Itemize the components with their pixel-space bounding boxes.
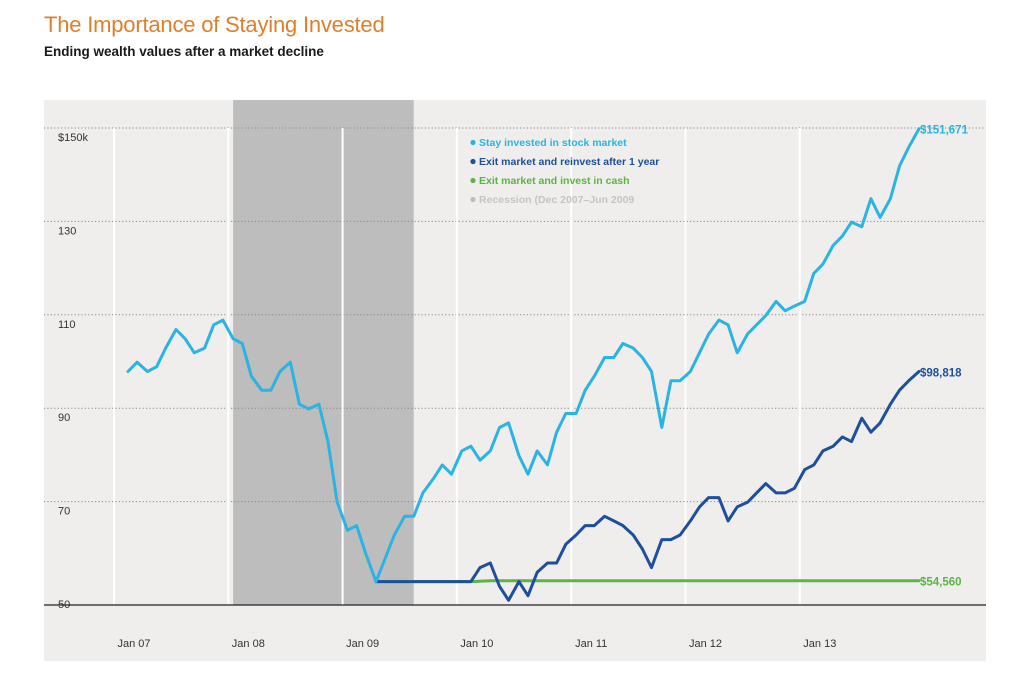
grid-layer [44,127,986,605]
label-layer: $151,671 $98,818 $54,560 [920,125,969,589]
x-tick-label: Jan 10 [460,638,493,650]
legend-marker [470,158,476,165]
x-tick-label: Jan 13 [803,638,836,650]
chart-title: The Importance of Staying Invested [44,12,385,37]
x-tick-label: Jan 12 [689,638,722,650]
legend-label: Recession (Dec 2007–Jun 2009 [479,194,634,206]
recession-layer [233,100,414,605]
chart-subtitle: Ending wealth values after a market decl… [44,44,324,59]
x-tick-label: Jan 11 [575,638,607,650]
end-value-label: $54,560 [920,577,962,589]
y-tick-label: $150k [58,132,88,144]
y-tick-label: 70 [58,506,70,518]
recession-band [233,100,414,605]
y-tick-label: 110 [58,319,76,331]
x-tick-label: Jan 09 [346,638,379,650]
y-tick-label: 130 [58,225,76,237]
legend-label: Stay invested in stock market [479,137,627,149]
legend-marker [470,177,476,184]
series-line [126,127,921,584]
y-tick-label: 90 [58,412,70,424]
end-value-label: $151,671 [920,125,969,137]
x-tick-label: Jan 08 [232,638,265,650]
series-line [374,370,921,602]
x-tick-label: Jan 07 [117,638,150,650]
legend-label: Exit market and invest in cash [479,175,630,187]
series-layer [126,127,921,602]
legend-marker [470,139,476,146]
legend-marker [470,196,476,203]
legend: Stay invested in stock market Exit market… [470,137,659,206]
legend-label: Exit market and reinvest after 1 year [479,156,659,168]
chart-panel [44,100,986,661]
end-value-label: $98,818 [920,368,962,380]
